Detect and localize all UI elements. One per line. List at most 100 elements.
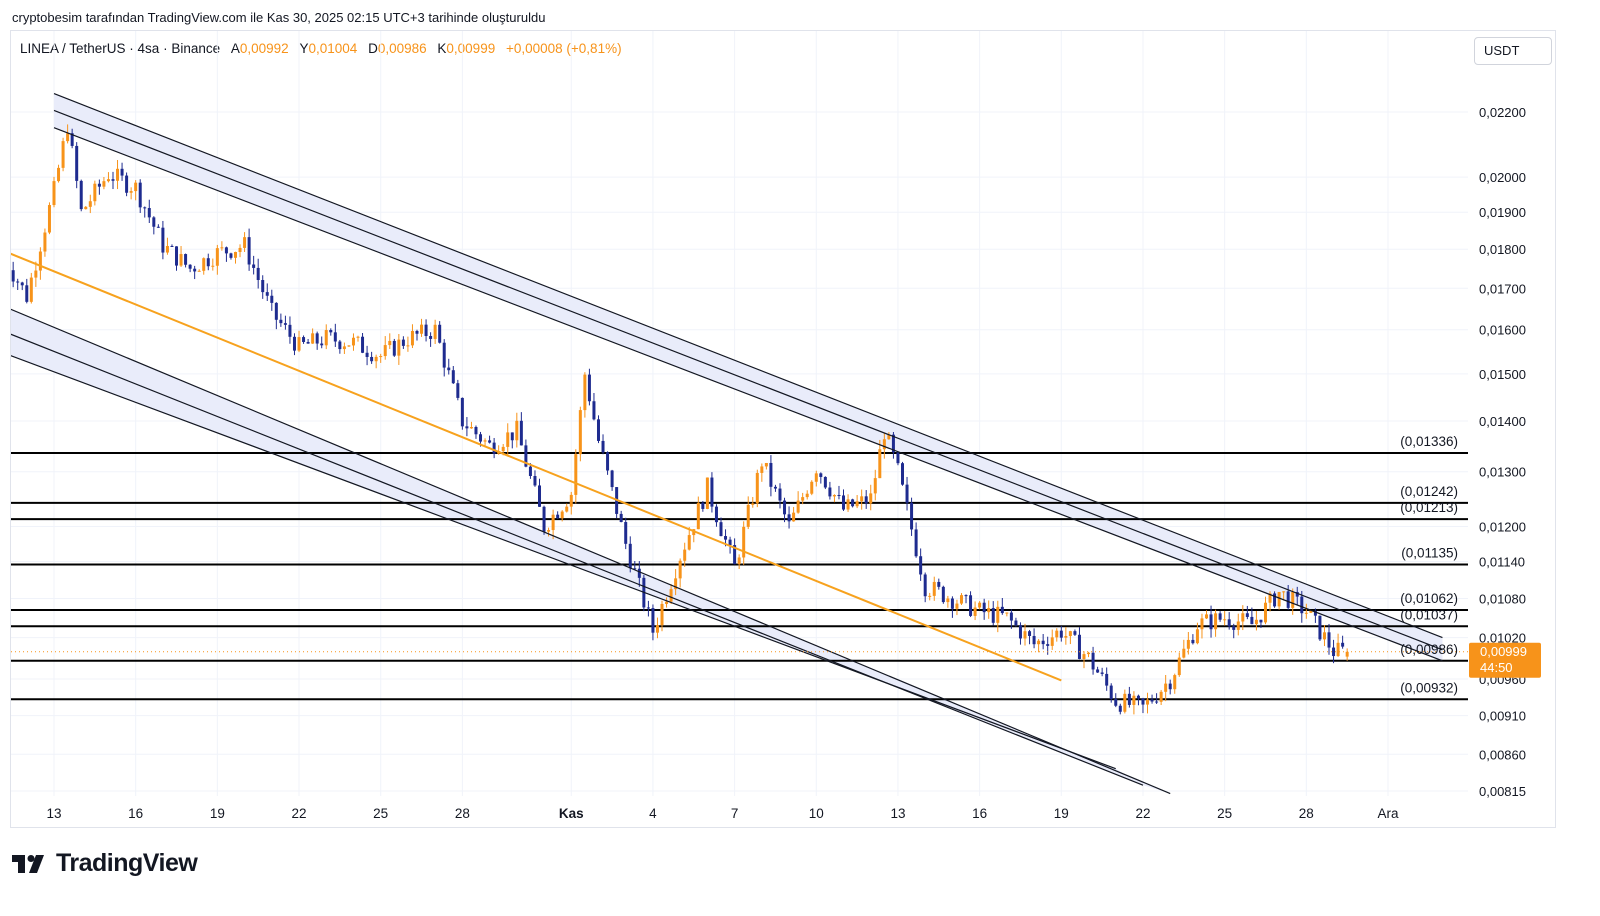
candle (57, 164, 61, 183)
candle-body (1046, 644, 1050, 646)
candle (900, 461, 904, 486)
candle-body (451, 370, 455, 384)
candle (696, 496, 700, 530)
candle-body (1241, 613, 1245, 622)
candle-body (197, 270, 201, 272)
time-axis-tick: 25 (373, 806, 388, 821)
candle-body (819, 473, 823, 477)
channel-line (53, 93, 1443, 639)
candle-body (583, 374, 587, 411)
candle (910, 497, 914, 536)
candle (43, 228, 47, 257)
candle (247, 228, 251, 271)
candle-body (1268, 593, 1272, 603)
candle-body (991, 608, 995, 623)
candle-body (116, 168, 120, 181)
candle-body (978, 602, 982, 608)
candle (587, 368, 591, 406)
candle (70, 128, 74, 149)
candle (1186, 632, 1190, 655)
candle-body (964, 595, 968, 597)
candle (828, 481, 832, 500)
candle-body (606, 452, 610, 471)
candle-body (783, 500, 787, 515)
currency-button[interactable]: USDT (1474, 37, 1552, 65)
candle-body (1050, 637, 1054, 646)
candle-body (1087, 652, 1091, 655)
candle (179, 246, 183, 267)
candle-body (1059, 630, 1063, 638)
candle-body (79, 180, 83, 210)
candle (383, 336, 387, 360)
time-axis-tick: 13 (890, 806, 905, 821)
candle (197, 269, 201, 272)
candle-body (66, 133, 70, 142)
candle (651, 604, 655, 641)
candle (265, 283, 269, 301)
candle (810, 480, 814, 496)
candle (125, 172, 129, 197)
candle-body (161, 227, 165, 253)
channel-line (53, 109, 1443, 651)
candle (624, 517, 628, 550)
time-axis-tick: 16 (128, 806, 143, 821)
change-value: +0,00008 (+0,81%) (505, 41, 622, 56)
candle-body (719, 522, 723, 537)
candle (742, 521, 746, 565)
candle-body (578, 410, 582, 455)
candle-body (1341, 642, 1345, 647)
candle-body (932, 581, 936, 596)
candle-body (106, 179, 110, 182)
candle (619, 510, 623, 523)
candle (465, 417, 469, 437)
candle-body (510, 432, 514, 441)
candle (1141, 697, 1145, 714)
candle (1205, 610, 1209, 620)
candle-body (1300, 596, 1304, 614)
candle (329, 328, 333, 336)
candle-body (288, 324, 292, 337)
candle-body (565, 506, 569, 512)
candle-body (773, 486, 777, 489)
candle-body (224, 247, 228, 254)
candle (311, 328, 315, 344)
candle-body (125, 175, 129, 193)
candle (1159, 689, 1163, 705)
candle-body (474, 427, 478, 435)
candle-body (420, 324, 424, 334)
tradingview-logo[interactable]: TradingView (12, 849, 198, 878)
candle (674, 569, 678, 596)
candle-body (1173, 675, 1177, 690)
candle (3, 244, 6, 259)
candle (814, 470, 818, 487)
candle (1005, 612, 1009, 617)
candle (792, 506, 796, 522)
candle (401, 336, 405, 349)
candle-body (705, 477, 709, 509)
candle (34, 261, 38, 287)
candle (655, 617, 659, 639)
candle-body (429, 335, 433, 339)
candle-body (351, 337, 355, 346)
candle-body (488, 440, 492, 443)
candle (755, 469, 759, 508)
candle (61, 137, 65, 172)
level-label: (0,01037) (1400, 607, 1458, 622)
candle-body (1214, 613, 1218, 630)
candle-body (1055, 630, 1059, 638)
candle-body (483, 440, 487, 442)
candle (1295, 586, 1299, 605)
symbol-name[interactable]: LINEA / TetherUS · 4sa · Binance (20, 41, 221, 56)
candle (415, 329, 419, 341)
candle-body (320, 343, 324, 346)
price-axis-tick: 0,01140 (1479, 555, 1525, 570)
candle (1064, 627, 1068, 645)
candle (701, 501, 705, 512)
candle-body (1091, 652, 1095, 670)
candle-body (1028, 631, 1032, 636)
candle-body (1332, 647, 1336, 657)
candle-body (946, 598, 950, 603)
candle-body (1227, 619, 1231, 627)
candle-body (900, 463, 904, 485)
